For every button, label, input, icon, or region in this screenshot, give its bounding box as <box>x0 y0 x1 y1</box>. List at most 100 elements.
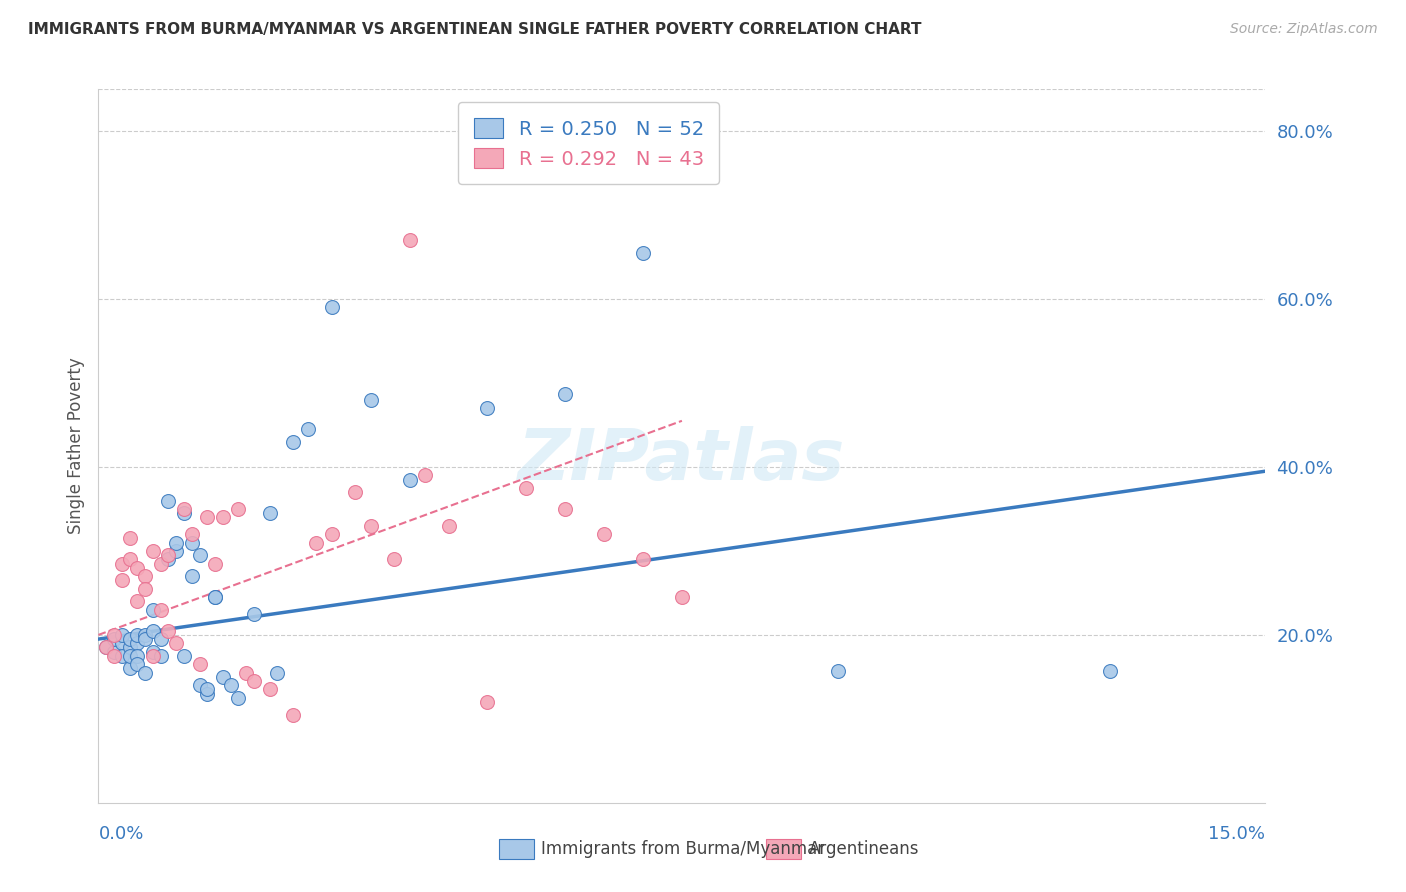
Point <box>134 628 156 642</box>
Point <box>281 707 304 722</box>
Point <box>165 544 187 558</box>
Point <box>157 624 180 638</box>
Point <box>382 552 405 566</box>
Point <box>360 392 382 407</box>
Text: Argentineans: Argentineans <box>808 840 920 858</box>
Point <box>413 468 436 483</box>
Point <box>515 481 537 495</box>
Point <box>149 632 172 646</box>
Point <box>228 690 250 705</box>
Point <box>173 502 195 516</box>
Point <box>321 301 343 315</box>
Point <box>111 636 134 650</box>
Point <box>142 603 165 617</box>
Point <box>134 569 156 583</box>
Point <box>204 590 226 604</box>
Point <box>96 640 118 655</box>
Point <box>118 552 141 566</box>
Point <box>127 648 149 663</box>
Point <box>134 582 156 596</box>
Point <box>111 628 134 642</box>
Text: IMMIGRANTS FROM BURMA/MYANMAR VS ARGENTINEAN SINGLE FATHER POVERTY CORRELATION C: IMMIGRANTS FROM BURMA/MYANMAR VS ARGENTI… <box>28 22 921 37</box>
Point <box>149 603 172 617</box>
Point <box>297 422 319 436</box>
Point <box>157 552 180 566</box>
Point <box>173 506 195 520</box>
Point <box>212 670 235 684</box>
Point <box>281 434 304 449</box>
Point <box>118 632 141 646</box>
Point <box>477 401 499 416</box>
Point <box>1098 664 1121 678</box>
Point <box>118 661 141 675</box>
Point <box>243 607 266 621</box>
Point <box>344 485 367 500</box>
Point <box>671 590 693 604</box>
Point <box>165 535 187 549</box>
Point <box>103 632 125 646</box>
Point <box>111 574 134 588</box>
Legend: R = 0.250   N = 52, R = 0.292   N = 43: R = 0.250 N = 52, R = 0.292 N = 43 <box>458 103 720 185</box>
Point <box>631 552 654 566</box>
Point <box>360 518 382 533</box>
Point <box>165 636 187 650</box>
Point <box>118 648 141 663</box>
Point <box>235 665 257 680</box>
Text: 15.0%: 15.0% <box>1208 825 1265 843</box>
Point <box>134 665 156 680</box>
Point <box>593 527 616 541</box>
Point <box>134 632 156 646</box>
Point <box>127 636 149 650</box>
Point <box>142 624 165 638</box>
Point <box>212 510 235 524</box>
Point <box>554 387 576 401</box>
Point <box>127 657 149 672</box>
Point <box>228 502 250 516</box>
Point <box>118 640 141 655</box>
Point <box>243 674 266 689</box>
Text: ZIPatlas: ZIPatlas <box>519 425 845 495</box>
Point <box>219 678 242 692</box>
Text: Source: ZipAtlas.com: Source: ZipAtlas.com <box>1230 22 1378 37</box>
Point <box>111 648 134 663</box>
Text: Immigrants from Burma/Myanmar: Immigrants from Burma/Myanmar <box>541 840 824 858</box>
Point <box>188 657 211 672</box>
Point <box>259 506 281 520</box>
Point <box>204 590 226 604</box>
Point <box>827 664 849 678</box>
Point <box>173 648 195 663</box>
Text: 0.0%: 0.0% <box>98 825 143 843</box>
Point <box>259 682 281 697</box>
Point <box>321 527 343 541</box>
Point <box>188 548 211 562</box>
Point <box>204 557 226 571</box>
Point <box>554 502 576 516</box>
Point <box>157 548 180 562</box>
Point <box>157 493 180 508</box>
Point <box>180 527 202 541</box>
Point <box>142 648 165 663</box>
Point <box>180 569 202 583</box>
Point <box>398 233 420 247</box>
Point <box>96 640 118 655</box>
Point <box>103 648 125 663</box>
Point <box>142 544 165 558</box>
Point <box>127 594 149 608</box>
Y-axis label: Single Father Poverty: Single Father Poverty <box>66 358 84 534</box>
Point <box>437 518 460 533</box>
Point <box>195 687 218 701</box>
Point <box>118 532 141 546</box>
Point <box>149 557 172 571</box>
Point <box>103 628 125 642</box>
Point <box>266 665 288 680</box>
Point <box>127 628 149 642</box>
Point <box>398 473 420 487</box>
Point <box>149 648 172 663</box>
Point <box>111 557 134 571</box>
Point <box>180 535 202 549</box>
Point <box>188 678 211 692</box>
Point <box>103 645 125 659</box>
Point <box>195 682 218 697</box>
Point <box>142 645 165 659</box>
Point <box>477 695 499 709</box>
